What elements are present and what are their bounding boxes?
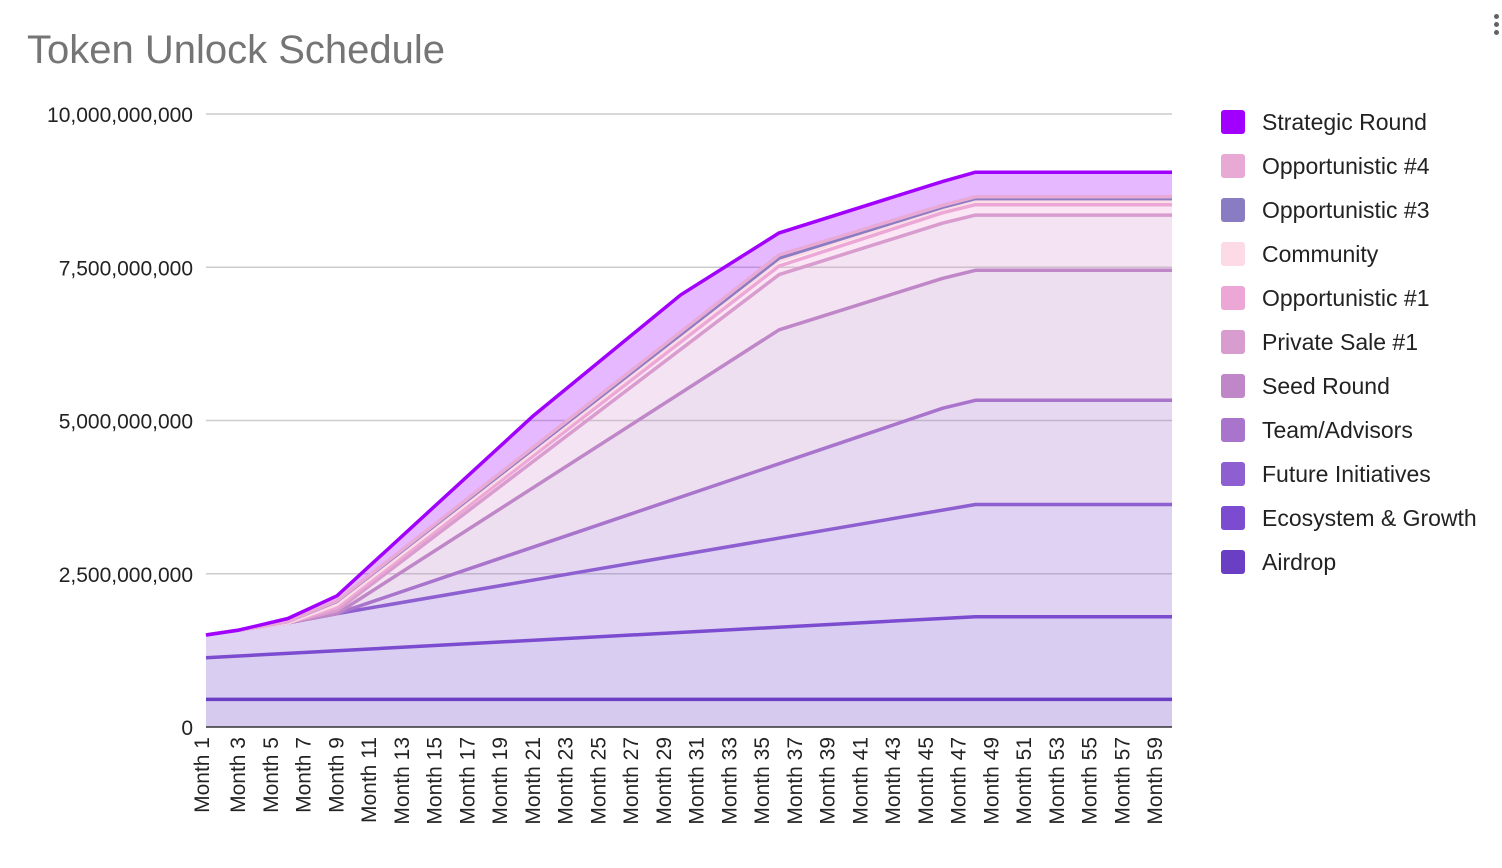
legend-item[interactable]: Private Sale #1: [1221, 320, 1477, 364]
x-tick-label: Month 45: [915, 737, 938, 825]
x-tick-label: Month 29: [653, 737, 676, 825]
x-tick-label: Month 49: [980, 737, 1003, 825]
legend-item[interactable]: Strategic Round: [1221, 100, 1477, 144]
x-tick-label: Month 1: [191, 737, 214, 813]
series-line: [205, 614, 1172, 660]
chart-title: Token Unlock Schedule: [27, 28, 446, 72]
legend-swatch: [1221, 462, 1245, 486]
legend-item[interactable]: Opportunistic #1: [1221, 276, 1477, 320]
x-tick-label: Month 31: [686, 737, 709, 825]
x-tick-label: Month 57: [1111, 737, 1134, 825]
legend-label: Community: [1262, 240, 1379, 267]
legend-label: Opportunistic #3: [1262, 196, 1430, 223]
menu-dot: [1494, 14, 1499, 19]
series-area: [206, 215, 1172, 635]
x-tick-label: Month 3: [227, 737, 250, 813]
x-tick-label: Month 25: [587, 737, 610, 825]
y-tick-label: 5,000,000,000: [59, 411, 193, 434]
x-axis-ticks: Month 1 Month 3 Month 5 Month 7 Month 9 Month…: [191, 737, 1167, 825]
x-tick-label: Month 33: [718, 737, 741, 825]
x-tick-label: Month 15: [424, 737, 447, 825]
x-tick-label: Month 9: [325, 737, 348, 813]
legend-item[interactable]: Team/Advisors: [1221, 408, 1477, 452]
series-lines: [205, 170, 1172, 702]
x-tick-label: Month 19: [489, 737, 512, 825]
legend-label: Opportunistic #1: [1262, 284, 1430, 311]
legend-item[interactable]: Airdrop: [1221, 540, 1477, 584]
y-axis-ticks: 0 2,500,000,000 5,000,000,000 7,500,000,000…: [47, 104, 193, 740]
x-tick-label: Month 17: [456, 737, 479, 825]
menu-dot: [1494, 30, 1499, 35]
legend-label: Airdrop: [1262, 548, 1337, 575]
series-areas: [206, 172, 1172, 727]
more-vert-icon[interactable]: [1494, 14, 1502, 38]
y-tick-label: 10,000,000,000: [47, 104, 193, 127]
legend-swatch: [1221, 198, 1245, 222]
legend-label: Future Initiatives: [1262, 460, 1431, 487]
legend: Strategic Round Opportunistic #4 Opportuni…: [1221, 100, 1477, 584]
legend-item[interactable]: Future Initiatives: [1221, 452, 1477, 496]
series-area: [206, 699, 1172, 727]
x-tick-label: Month 13: [391, 737, 414, 825]
legend-item[interactable]: Community: [1221, 232, 1477, 276]
x-tick-label: Month 59: [1144, 737, 1167, 825]
menu-dot: [1494, 22, 1499, 27]
legend-label: Private Sale #1: [1262, 328, 1418, 355]
legend-swatch: [1221, 242, 1245, 266]
legend-swatch: [1221, 286, 1245, 310]
legend-label: Seed Round: [1262, 372, 1390, 399]
series-line: [205, 170, 1172, 637]
legend-item[interactable]: Opportunistic #4: [1221, 144, 1477, 188]
legend-swatch: [1221, 110, 1245, 134]
x-tick-label: Month 27: [620, 737, 643, 825]
y-tick-label: 2,500,000,000: [59, 564, 193, 587]
legend-swatch: [1221, 330, 1245, 354]
legend-item[interactable]: Ecosystem & Growth: [1221, 496, 1477, 540]
x-tick-label: Month 35: [751, 737, 774, 825]
legend-item[interactable]: Opportunistic #3: [1221, 188, 1477, 232]
legend-label: Ecosystem & Growth: [1262, 504, 1477, 531]
series-area: [206, 504, 1172, 658]
x-tick-label: Month 55: [1079, 737, 1102, 825]
legend-item[interactable]: Seed Round: [1221, 364, 1477, 408]
legend-swatch: [1221, 550, 1245, 574]
x-tick-label: Month 21: [522, 737, 545, 825]
legend-swatch: [1221, 418, 1245, 442]
x-tick-label: Month 47: [948, 737, 971, 825]
legend-label: Opportunistic #4: [1262, 152, 1430, 179]
x-tick-label: Month 5: [260, 737, 283, 813]
area-chart: 0 2,500,000,000 5,000,000,000 7,500,000,000…: [47, 104, 1172, 825]
legend-label: Team/Advisors: [1262, 416, 1413, 443]
x-tick-label: Month 7: [293, 737, 316, 813]
y-tick-label: 7,500,000,000: [59, 257, 193, 280]
y-tick-label: 0: [181, 717, 193, 740]
legend-swatch: [1221, 154, 1245, 178]
legend-swatch: [1221, 506, 1245, 530]
legend-label: Strategic Round: [1262, 108, 1427, 135]
x-tick-label: Month 53: [1046, 737, 1069, 825]
x-tick-label: Month 51: [1013, 737, 1036, 825]
x-tick-label: Month 23: [555, 737, 578, 825]
series-area: [206, 616, 1172, 700]
x-tick-label: Month 43: [882, 737, 905, 825]
x-tick-label: Month 41: [849, 737, 872, 825]
x-tick-label: Month 37: [784, 737, 807, 825]
x-tick-label: Month 39: [817, 737, 840, 825]
x-tick-label: Month 11: [358, 737, 381, 823]
legend-swatch: [1221, 374, 1245, 398]
gridlines: [206, 113, 1172, 575]
